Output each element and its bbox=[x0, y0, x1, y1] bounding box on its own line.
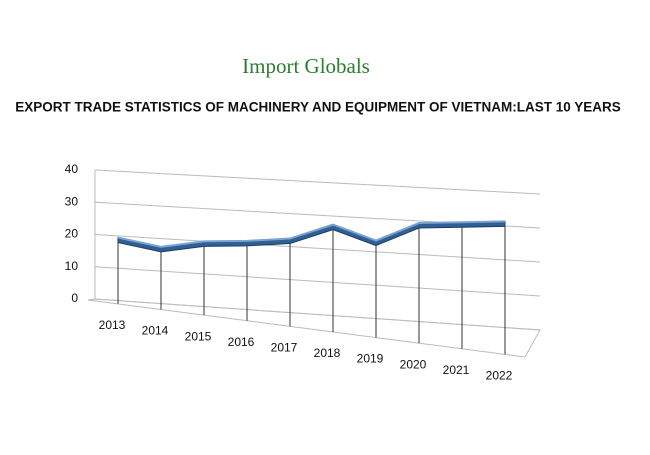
x-tick-label: 2014 bbox=[142, 324, 169, 338]
logo: Import Globals bbox=[242, 54, 370, 78]
wall-edge bbox=[87, 298, 96, 301]
chart-title: EXPORT TRADE STATISTICS OF MACHINERY AND… bbox=[15, 100, 621, 115]
x-tick-label: 2021 bbox=[443, 363, 470, 377]
x-tick-label: 2020 bbox=[400, 357, 427, 371]
y-tick-label: 0 bbox=[71, 291, 78, 305]
y-tick-label: 30 bbox=[65, 194, 79, 208]
grid-line bbox=[94, 169, 541, 195]
grid-line bbox=[94, 298, 541, 331]
y-tick-label: 20 bbox=[65, 227, 79, 241]
x-tick-label: 2016 bbox=[228, 335, 255, 349]
x-tick-label: 2022 bbox=[486, 369, 513, 383]
grid-line bbox=[94, 266, 541, 297]
x-tick-label: 2015 bbox=[185, 329, 212, 343]
x-tick-label: 2018 bbox=[314, 346, 341, 360]
x-tick-label: 2019 bbox=[357, 352, 384, 366]
x-tick-label: 2013 bbox=[99, 318, 126, 332]
y-tick-label: 10 bbox=[65, 259, 79, 273]
x-tick-label: 2017 bbox=[271, 341, 298, 355]
ribbon-side bbox=[117, 220, 506, 253]
grid-line bbox=[94, 234, 541, 263]
line bbox=[117, 220, 506, 248]
y-tick-label: 40 bbox=[65, 162, 79, 176]
